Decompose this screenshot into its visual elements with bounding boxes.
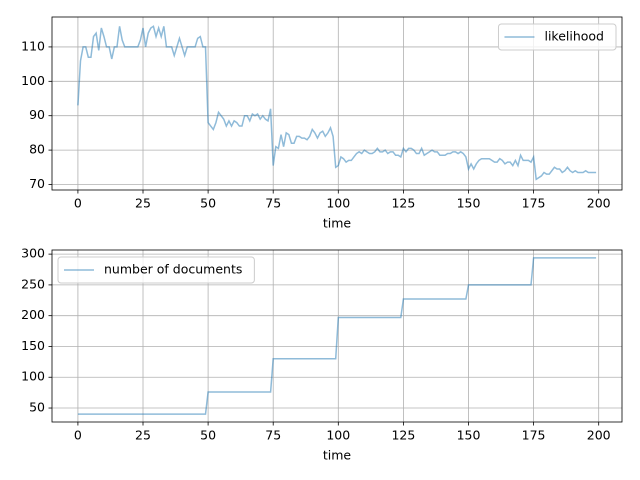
legend-label: number of documents <box>104 262 242 277</box>
x-tick-label: 200 <box>587 196 611 211</box>
plot-data <box>77 25 597 181</box>
axes-frame <box>51 16 623 191</box>
y-tick-label: 100 <box>21 369 45 384</box>
x-tick-label: 50 <box>200 428 216 443</box>
y-tick-label: 150 <box>21 338 45 353</box>
x-tick-label: 175 <box>522 428 546 443</box>
subplot: 0 25 50 75 100 125 150 175 200 50 100 150 200 250 300 t… <box>21 246 623 463</box>
y-tick-label: 50 <box>29 400 45 415</box>
x-tick-label: 125 <box>391 196 415 211</box>
x-tick-label: 175 <box>522 196 546 211</box>
data-line <box>77 25 597 181</box>
axes-frame <box>51 249 623 423</box>
x-axis-label: time <box>323 216 352 231</box>
legend-label: likelihood <box>544 29 604 44</box>
legend: number of documents <box>57 256 255 284</box>
y-tick-label: 300 <box>21 246 45 261</box>
y-tick-label: 250 <box>21 276 45 291</box>
x-tick-label: 0 <box>74 428 82 443</box>
data-line <box>77 257 597 415</box>
y-tick-label: 90 <box>29 107 45 122</box>
y-tick-label: 80 <box>29 142 45 157</box>
subplot: 0 25 50 75 100 125 150 175 200 70 80 90 100 110 time li… <box>21 16 623 231</box>
x-axis-label: time <box>323 448 352 463</box>
x-tick-label: 25 <box>135 428 151 443</box>
plot-data <box>77 257 597 415</box>
legend: likelihood <box>497 23 617 51</box>
x-tick-label: 75 <box>265 196 281 211</box>
x-tick-label: 25 <box>135 196 151 211</box>
y-tick-label: 200 <box>21 307 45 322</box>
x-tick-label: 0 <box>74 196 82 211</box>
x-tick-label: 150 <box>457 196 481 211</box>
x-tick-label: 150 <box>457 428 481 443</box>
legend-frame <box>497 23 617 51</box>
y-tick-label: 100 <box>21 73 45 88</box>
x-tick-label: 50 <box>200 196 216 211</box>
x-tick-label: 75 <box>265 428 281 443</box>
x-tick-label: 100 <box>326 428 350 443</box>
y-tick-label: 70 <box>29 176 45 191</box>
x-tick-label: 100 <box>326 196 350 211</box>
legend-frame <box>57 256 255 284</box>
x-tick-label: 125 <box>391 428 415 443</box>
x-tick-label: 200 <box>587 428 611 443</box>
y-tick-label: 110 <box>21 38 45 53</box>
